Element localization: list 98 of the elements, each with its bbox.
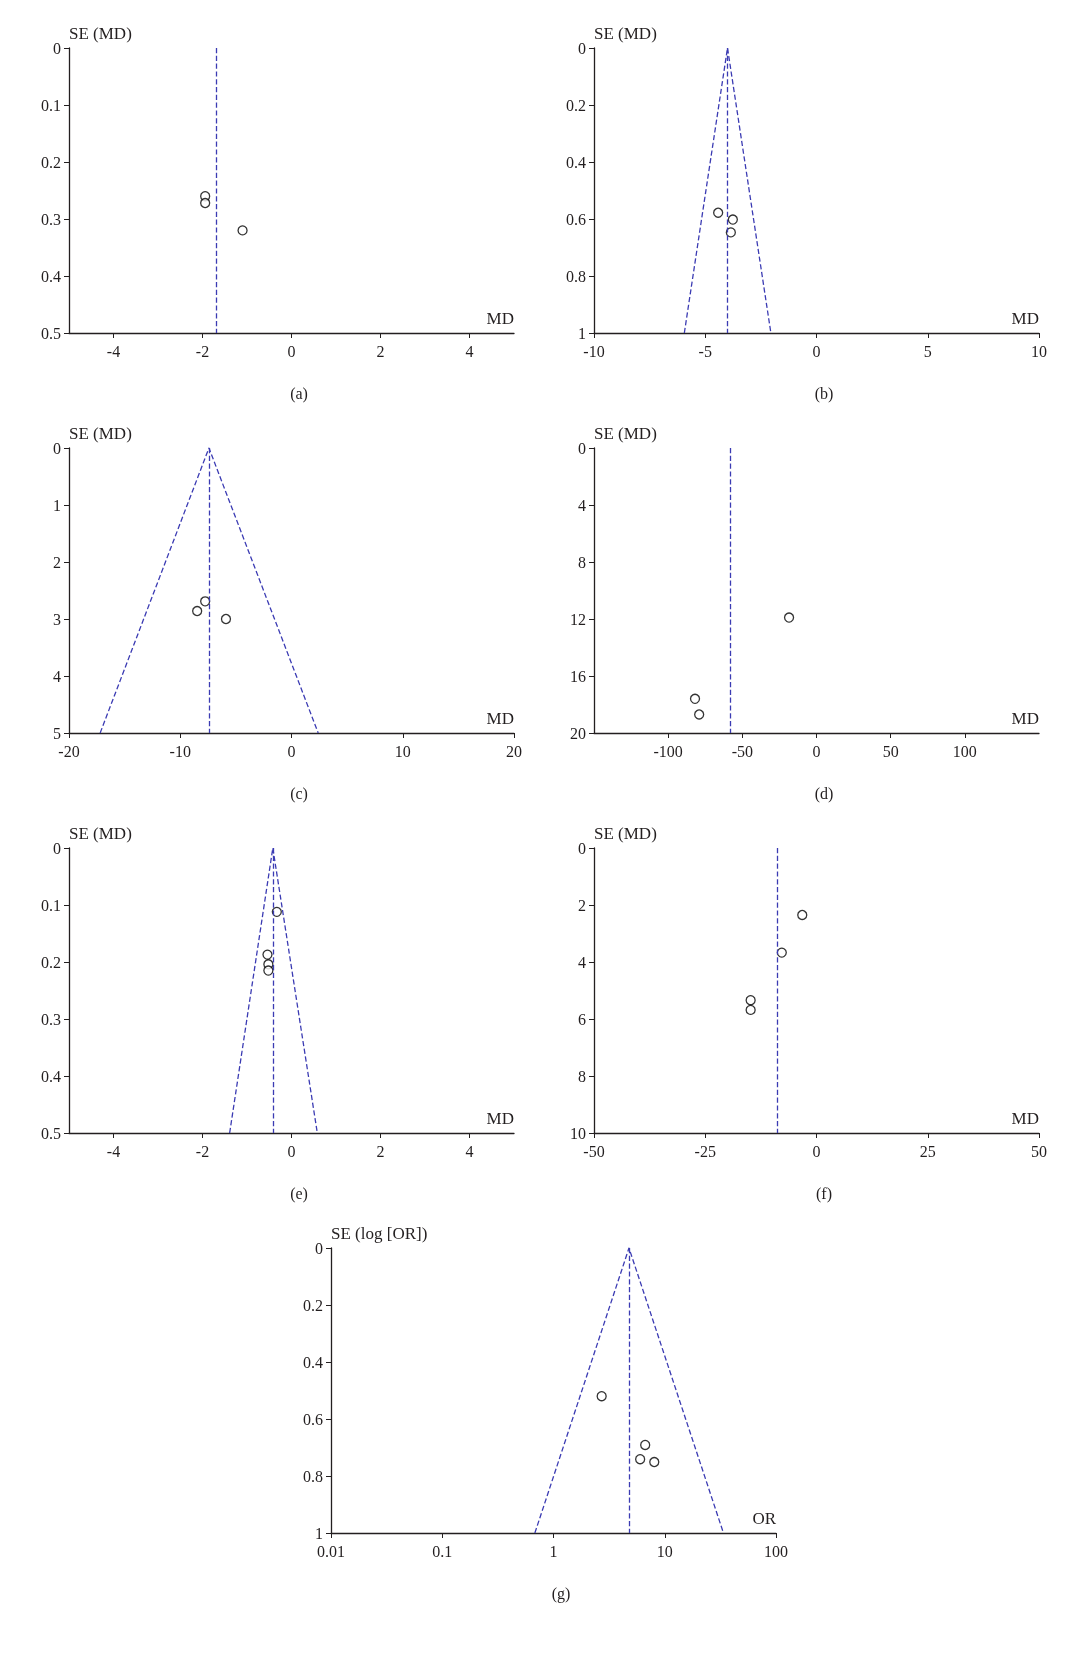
- text: (g): [551, 1584, 571, 1603]
- x-tick-label: -5: [698, 342, 712, 360]
- text: (a): [289, 384, 308, 403]
- y-tick-label: 0.4: [40, 267, 61, 285]
- x-axis-title: OR: [752, 1509, 777, 1528]
- y-tick-label: 10: [569, 1124, 586, 1142]
- y-tick-label: 3: [52, 610, 61, 628]
- y-tick-label: 0.3: [40, 1010, 61, 1028]
- y-tick-label: 0.3: [40, 210, 61, 228]
- y-tick-label: 0.1: [40, 896, 61, 914]
- y-tick-label: 0.5: [40, 324, 61, 342]
- x-tick-label: 0.1: [432, 1542, 453, 1560]
- y-tick-label: 0: [315, 1239, 323, 1257]
- x-tick-label: -2: [195, 1142, 209, 1160]
- y-tick-label: 2: [52, 553, 61, 571]
- y-tick-label: 0: [52, 39, 61, 57]
- x-tick-label: 0: [287, 742, 295, 760]
- y-axis-title: SE (log [OR]): [331, 1224, 428, 1243]
- y-tick-label: 0: [52, 439, 61, 457]
- x-tick-label: 50: [882, 742, 899, 760]
- y-tick-label: 0.4: [40, 1067, 61, 1085]
- y-tick-label: 0: [577, 39, 586, 57]
- x-axis-title: MD: [486, 709, 514, 728]
- y-tick-label: 0: [52, 839, 61, 857]
- text: (c): [289, 784, 308, 803]
- y-tick-label: 5: [52, 724, 61, 742]
- x-tick-label: 4: [465, 342, 473, 360]
- text: (d): [814, 784, 833, 803]
- y-tick-label: 2: [577, 896, 586, 914]
- y-tick-label: 1: [52, 496, 61, 514]
- y-tick-label: 0.2: [40, 953, 61, 971]
- x-tick-label: 5: [923, 342, 932, 360]
- x-tick-label: -10: [169, 742, 191, 760]
- y-axis-title: SE (MD): [593, 424, 657, 443]
- x-tick-label: -2: [195, 342, 209, 360]
- x-axis-title: MD: [1011, 1109, 1039, 1128]
- y-tick-label: 1: [315, 1524, 323, 1542]
- y-tick-label: 0.6: [565, 210, 586, 228]
- x-tick-label: 0.01: [317, 1542, 345, 1560]
- y-tick-label: 16: [569, 667, 586, 685]
- x-tick-label: 0: [287, 1142, 295, 1160]
- x-tick-label: 100: [764, 1542, 788, 1560]
- y-tick-label: 4: [577, 953, 586, 971]
- y-tick-label: 8: [577, 553, 586, 571]
- text: (f): [815, 1184, 832, 1203]
- y-tick-label: 4: [52, 667, 61, 685]
- x-tick-label: 0: [287, 342, 295, 360]
- x-tick-label: 2: [376, 342, 384, 360]
- x-axis-title: MD: [1011, 309, 1039, 328]
- y-tick-label: 0: [577, 439, 586, 457]
- y-tick-label: 8: [577, 1067, 586, 1085]
- y-axis-title: SE (MD): [593, 24, 657, 43]
- x-tick-label: -50: [582, 1142, 605, 1160]
- y-tick-label: 0: [577, 839, 586, 857]
- y-axis-title: SE (MD): [68, 824, 132, 843]
- x-tick-label: -4: [106, 1142, 120, 1160]
- x-tick-label: 4: [465, 1142, 473, 1160]
- y-tick-label: 0.2: [40, 153, 61, 171]
- x-tick-label: -20: [57, 742, 80, 760]
- x-axis-title: MD: [1011, 709, 1039, 728]
- x-tick-label: 0: [812, 742, 820, 760]
- x-tick-label: 50: [1030, 1142, 1047, 1160]
- y-tick-label: 0.2: [565, 96, 586, 114]
- x-tick-label: 10: [656, 1542, 673, 1560]
- x-axis-title: MD: [486, 309, 514, 328]
- x-tick-label: -4: [106, 342, 120, 360]
- x-axis-title: MD: [486, 1109, 514, 1128]
- y-tick-label: 0.5: [40, 1124, 61, 1142]
- y-tick-label: 20: [569, 724, 586, 742]
- x-tick-label: 20: [505, 742, 522, 760]
- x-tick-label: 10: [1030, 342, 1047, 360]
- y-tick-label: 1: [577, 324, 586, 342]
- y-tick-label: 0.4: [303, 1353, 323, 1371]
- y-tick-label: 0.2: [303, 1296, 323, 1314]
- y-tick-label: 6: [577, 1010, 586, 1028]
- x-tick-label: -50: [731, 742, 753, 760]
- text: (b): [814, 384, 833, 403]
- text: (e): [289, 1184, 308, 1203]
- y-tick-label: 0.8: [303, 1467, 323, 1485]
- x-tick-label: -10: [582, 342, 605, 360]
- x-tick-label: 25: [919, 1142, 936, 1160]
- y-axis-title: SE (MD): [68, 24, 132, 43]
- x-tick-label: 1: [549, 1542, 558, 1560]
- y-tick-label: 0.8: [565, 267, 586, 285]
- y-tick-label: 0.1: [40, 96, 61, 114]
- x-tick-label: -25: [694, 1142, 716, 1160]
- x-tick-label: 10: [394, 742, 411, 760]
- y-tick-label: 4: [577, 496, 586, 514]
- x-tick-label: 0: [812, 342, 820, 360]
- y-tick-label: 12: [569, 610, 586, 628]
- y-tick-label: 0.4: [565, 153, 586, 171]
- y-tick-label: 0.6: [303, 1410, 323, 1428]
- x-tick-label: 2: [376, 1142, 384, 1160]
- x-tick-label: 0: [812, 1142, 820, 1160]
- x-tick-label: 100: [952, 742, 977, 760]
- y-axis-title: SE (MD): [68, 424, 132, 443]
- x-tick-label: -100: [653, 742, 683, 760]
- y-axis-title: SE (MD): [593, 824, 657, 843]
